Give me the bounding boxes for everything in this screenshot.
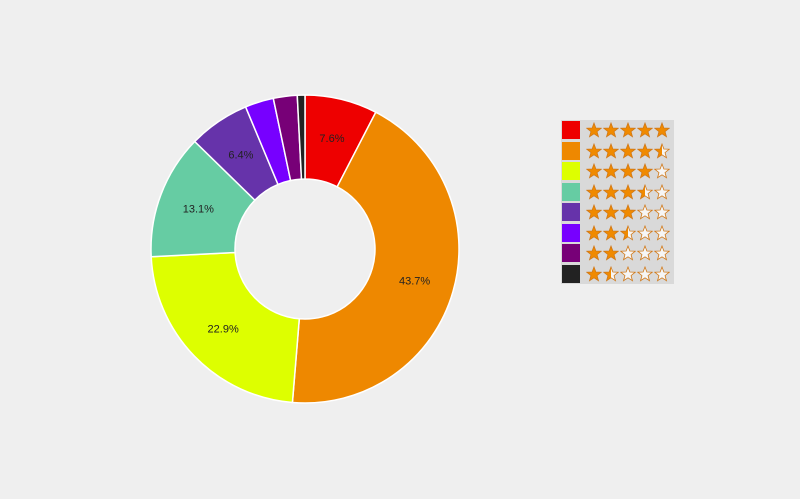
star-empty-icon xyxy=(620,265,636,282)
star-empty-icon xyxy=(654,224,670,241)
star-full-icon xyxy=(620,142,636,159)
star-full-icon xyxy=(586,265,602,282)
star-full-icon xyxy=(586,224,602,241)
star-full-icon xyxy=(586,163,602,179)
star-half-icon xyxy=(603,265,619,282)
slice-1-5-stars xyxy=(296,94,306,180)
star-full-icon xyxy=(586,142,602,159)
star-full-icon xyxy=(603,183,619,200)
rating-legend xyxy=(561,120,674,284)
slice-pct-label: 6.4% xyxy=(228,150,253,162)
star-rating xyxy=(586,183,670,200)
slice-pct-label: 22.9% xyxy=(208,323,239,335)
star-rating xyxy=(586,142,670,159)
star-empty-icon xyxy=(637,245,653,261)
legend-swatch xyxy=(562,121,580,139)
star-full-icon xyxy=(620,204,636,220)
slice-pct-label: 13.1% xyxy=(183,204,214,216)
star-half-icon xyxy=(637,183,653,200)
slice-4-5-stars xyxy=(291,111,460,404)
legend-row-2-5-stars xyxy=(561,223,674,243)
star-full-icon xyxy=(603,122,619,138)
star-full-icon xyxy=(603,224,619,241)
star-full-icon xyxy=(603,163,619,179)
star-full-icon xyxy=(586,204,602,220)
star-full-icon xyxy=(603,204,619,220)
slice-4-stars xyxy=(150,251,301,404)
star-rating xyxy=(586,265,670,282)
legend-row-3-5-stars xyxy=(561,182,674,202)
star-empty-icon xyxy=(654,204,670,220)
star-full-icon xyxy=(620,183,636,200)
legend-swatch xyxy=(562,182,580,201)
star-empty-icon xyxy=(654,183,670,200)
star-full-icon xyxy=(637,122,653,138)
star-rating xyxy=(586,224,670,241)
star-empty-icon xyxy=(637,265,653,282)
star-full-icon xyxy=(654,122,670,138)
star-full-icon xyxy=(637,163,653,179)
legend-row-1-5-stars xyxy=(561,264,674,284)
star-full-icon xyxy=(637,142,653,159)
star-half-icon xyxy=(654,142,670,159)
star-empty-icon xyxy=(654,163,670,179)
star-full-icon xyxy=(603,142,619,159)
star-empty-icon xyxy=(654,265,670,282)
star-rating xyxy=(586,245,670,261)
star-rating xyxy=(586,122,670,138)
star-full-icon xyxy=(586,245,602,261)
legend-row-2-stars xyxy=(561,243,674,263)
slice-pct-label: 43.7% xyxy=(399,275,430,287)
legend-row-4-stars xyxy=(561,161,674,181)
star-full-icon xyxy=(620,163,636,179)
legend-swatch xyxy=(562,141,580,160)
legend-swatch xyxy=(562,244,580,262)
slice-pct-label: 7.6% xyxy=(319,133,344,145)
star-full-icon xyxy=(620,122,636,138)
star-rating xyxy=(586,204,670,220)
legend-row-4-5-stars xyxy=(561,141,674,161)
star-empty-icon xyxy=(654,245,670,261)
star-empty-icon xyxy=(637,224,653,241)
legend-swatch xyxy=(562,203,580,221)
legend-swatch xyxy=(562,162,580,180)
star-full-icon xyxy=(586,122,602,138)
legend-row-5-stars xyxy=(561,120,674,140)
star-rating xyxy=(586,163,670,179)
star-empty-icon xyxy=(637,204,653,220)
star-full-icon xyxy=(603,245,619,261)
legend-row-3-stars xyxy=(561,202,674,222)
star-half-icon xyxy=(620,224,636,241)
star-full-icon xyxy=(586,183,602,200)
legend-swatch xyxy=(562,223,580,242)
star-empty-icon xyxy=(620,245,636,261)
legend-swatch xyxy=(562,264,580,283)
